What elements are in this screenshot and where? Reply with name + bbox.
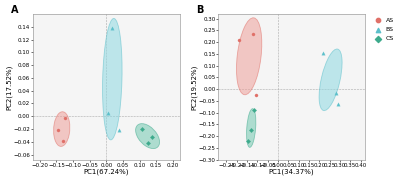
Point (248, 129, 254, 132)
Point (60, 139, 66, 142)
Point (250, 32, 256, 35)
Text: A: A (11, 5, 19, 15)
Ellipse shape (54, 112, 70, 146)
Point (335, 103, 341, 106)
Text: B: B (196, 5, 204, 15)
Y-axis label: PC2(19.52%): PC2(19.52%) (191, 64, 197, 110)
Point (116, 129, 122, 132)
Ellipse shape (246, 109, 256, 147)
Point (145, 142, 151, 145)
Point (55, 129, 61, 132)
Point (236, 38, 242, 41)
Legend: AS, BS, CS: AS, BS, CS (371, 17, 394, 42)
Point (105, 112, 111, 115)
Ellipse shape (102, 18, 122, 140)
Point (253, 94, 260, 96)
Point (245, 140, 251, 142)
Y-axis label: PC2(17.52%): PC2(17.52%) (6, 64, 12, 110)
Point (139, 128, 146, 131)
Point (251, 109, 258, 112)
Ellipse shape (236, 18, 262, 95)
Point (332, 91, 339, 94)
X-axis label: PC1(34.37%): PC1(34.37%) (268, 169, 314, 175)
Point (62, 116, 68, 119)
X-axis label: PC1(67.24%): PC1(67.24%) (84, 169, 129, 175)
Point (149, 135, 156, 138)
Ellipse shape (319, 49, 342, 111)
Point (109, 27, 116, 30)
Ellipse shape (136, 124, 160, 149)
Point (320, 51, 326, 54)
